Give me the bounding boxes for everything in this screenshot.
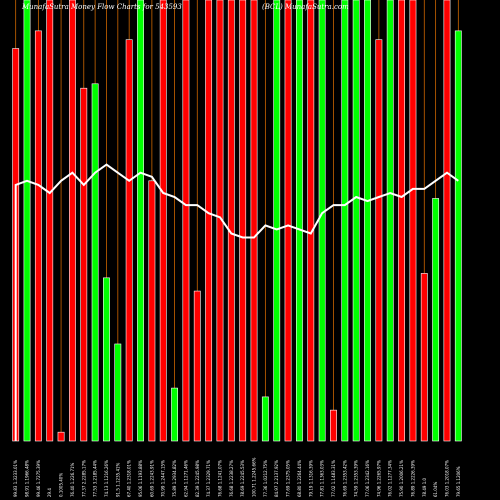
x-axis-label: 91.5 1.1235.41% <box>115 462 120 497</box>
mfi-line <box>14 163 459 441</box>
chart-title: MunafaSutra Money Flow Charts for 543593 <box>21 3 182 11</box>
flow-bar <box>375 39 383 442</box>
flow-bar <box>318 0 326 442</box>
flow-bar <box>454 30 462 442</box>
flow-bar <box>69 0 76 442</box>
x-axis-label: 76.89 1.2226.39% <box>410 460 415 497</box>
x-axis-label: 78.69 1.2245.53% <box>240 460 245 497</box>
flow-bar <box>398 0 405 442</box>
x-axis-label: 84.97 2.2137.92% <box>274 460 279 497</box>
x-axis-label: 77.53 3.2185.44% <box>93 460 98 497</box>
x-axis-label: 77.06 1.2342.16% <box>365 460 370 497</box>
x-axis-label: 0.1005.40% <box>59 473 64 497</box>
x-axis-label: 70.99 1.2447.15% <box>161 460 166 497</box>
flow-bar <box>171 387 178 442</box>
flow-bar <box>182 0 190 442</box>
flow-bar <box>432 198 440 442</box>
x-axis-label: 74.59 1.2353.39% <box>354 460 359 497</box>
x-axis-label: 77.36 1.0212.75% <box>263 460 268 497</box>
x-axis-label: 82.39 1.2245.98% <box>195 460 200 497</box>
x-axis-label: 79.65 1.1206% <box>456 466 461 497</box>
flow-bar <box>341 0 349 442</box>
x-axis-label: 77.81 1.1363.03% <box>320 460 325 497</box>
flow-bar <box>273 0 281 442</box>
chart-subtitle: (BCL) MunafaSutra.com <box>262 3 349 11</box>
flow-bar <box>114 343 122 442</box>
x-axis-label: 75.89 1.2934.82% <box>172 460 177 497</box>
x-axis-label: 98.91 1.1966.48% <box>25 460 30 497</box>
x-axis-label: 29.4 <box>47 488 52 497</box>
flow-bar <box>295 0 303 442</box>
x-axis-label: 100.71 1.2245.66% <box>252 457 257 497</box>
flow-bar <box>307 0 315 442</box>
x-axis-label: 74.96 1.2265.97% <box>376 460 381 497</box>
flow-bar <box>364 0 371 442</box>
flow-bar <box>330 409 337 442</box>
flow-bar <box>250 0 258 442</box>
flow-bar <box>80 87 88 442</box>
x-axis-label: 77.69 1.2375.05% <box>286 460 291 497</box>
x-axis-label: 79.19 1.1316.39% <box>308 460 313 497</box>
x-axis-label: 76.69 1.2353.42% <box>342 460 347 497</box>
x-axis-label: 76.02 1.1277.34% <box>388 460 393 497</box>
x-axis-label: 99.46 1.7275.39% <box>36 460 41 497</box>
x-axis-label: 74.13 1.1216.26% <box>104 460 109 497</box>
flow-bar <box>46 0 54 442</box>
flow-bar <box>205 0 213 442</box>
flow-bar <box>386 0 394 442</box>
x-axis-label: 77.02 1.1483.31% <box>331 460 336 497</box>
flow-bar <box>352 0 360 442</box>
flow-bar <box>193 290 201 442</box>
flow-bar <box>125 39 133 442</box>
x-axis-label: 76.68 1.1241.07% <box>218 460 223 497</box>
x-axis-label: 76.68 1.2238.27% <box>229 460 234 497</box>
x-axis-label: 95.06 1.1193.88% <box>138 460 143 497</box>
x-axis-label: 68.80 1.2264.44% <box>297 460 302 497</box>
x-axis-label: 78.49 1.0 <box>422 477 427 497</box>
flow-bar <box>420 273 428 442</box>
x-axis-label: 62.94 1.1271.46% <box>183 460 188 497</box>
x-axis-label: 76.40 1.226.71% <box>70 462 75 497</box>
x-axis-label: 74.37 1.2329.71% <box>206 460 211 497</box>
x-axis-label: 61.04% <box>433 482 438 497</box>
x-axis-labels: 99.83 1.3233.01% 98.91 1.1966.48% 99.46 1.… <box>13 457 461 497</box>
flow-bar <box>159 0 167 442</box>
x-axis-label: 76.03 1.2018.07% <box>445 460 450 497</box>
flow-bar <box>91 83 99 442</box>
flow-bar <box>148 180 156 442</box>
flow-bar <box>261 396 269 442</box>
flow-bar <box>23 0 31 442</box>
flow-bar <box>239 0 247 442</box>
x-axis-label: 60.69 1.2243.91% <box>149 460 154 497</box>
flow-bar <box>137 0 144 442</box>
bar-series <box>12 0 462 442</box>
flow-bar <box>34 30 42 442</box>
x-axis-label: 75.90 1.2006.21% <box>399 460 404 497</box>
flow-bar <box>284 0 292 442</box>
x-axis-label: 77.37 2.2285.17% <box>81 460 86 497</box>
flow-bar <box>103 277 110 442</box>
flow-bar <box>57 431 65 442</box>
x-axis-label: 67.40 1.2318.01% <box>127 460 132 497</box>
flow-bar <box>443 0 451 442</box>
flow-bar <box>227 0 235 442</box>
flow-bar <box>409 0 417 442</box>
x-axis-label: 99.83 1.3233.01% <box>13 460 18 497</box>
